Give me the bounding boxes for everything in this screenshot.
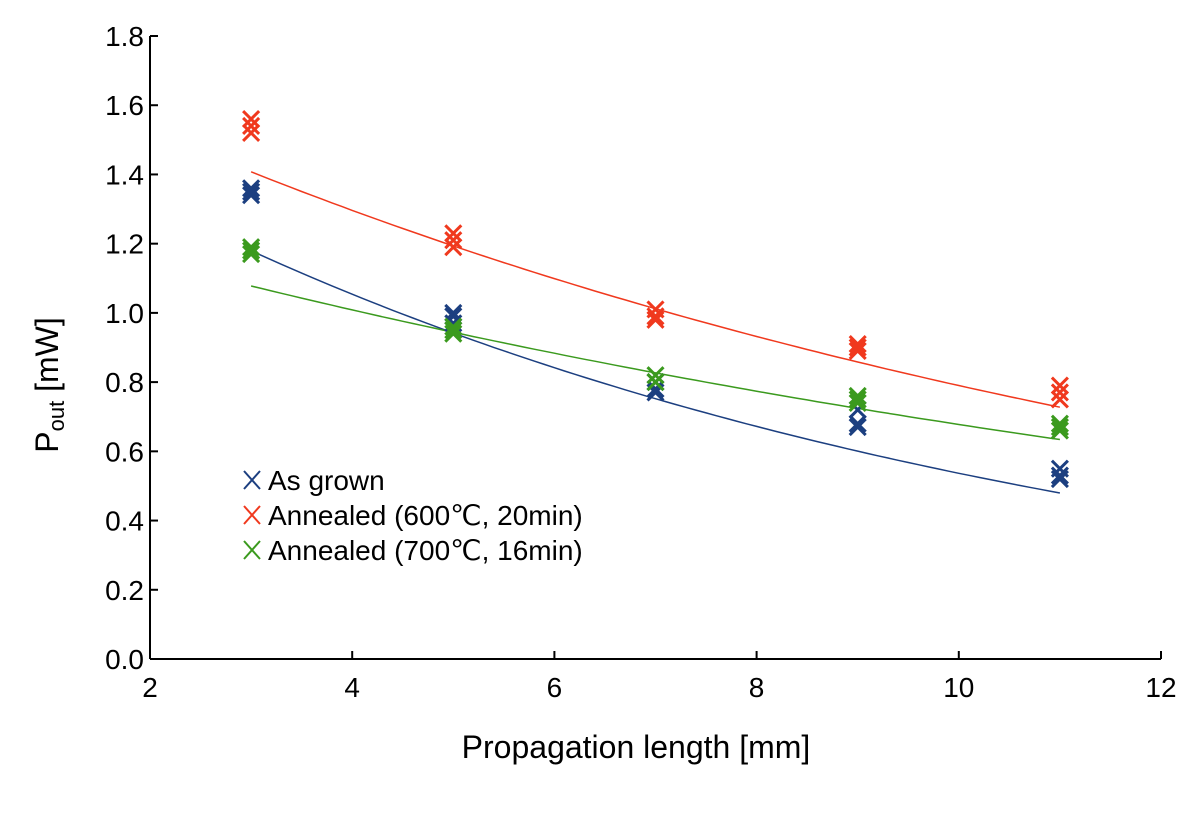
y-tick-label: 0.6 [105,436,144,467]
x-tick-label: 2 [142,672,158,703]
data-point-series-2 [444,231,463,250]
legend: As grown Annealed (600℃, 20min) Annealed (… [243,465,583,566]
data-point-series-1 [242,186,261,205]
data-point-series-2 [242,116,261,136]
data-point-series-2 [444,238,463,257]
data-point-series-3 [242,244,261,264]
y-axis-ticks: 0.0 0.2 0.4 0.6 0.8 1.0 1.2 1.4 1.6 1.8 [105,21,158,675]
data-points [242,110,1069,489]
x-axis-ticks: 2 4 6 8 10 12 [142,651,1177,703]
y-tick-label: 0.8 [105,367,144,398]
data-point-series-3 [1050,421,1069,440]
y-tick-label: 0.4 [105,506,144,537]
data-point-series-2 [646,307,665,326]
data-point-series-3 [848,390,867,409]
y-tick-label: 1.6 [105,90,144,121]
axes [149,36,1161,660]
data-point-series-1 [242,179,261,198]
data-point-series-2 [1050,383,1069,402]
data-point-series-3 [848,393,867,412]
y-tick-label: 1.4 [105,159,144,190]
data-point-series-2 [1050,376,1069,395]
data-point-series-2 [848,338,867,357]
y-tick-label: 1.0 [105,298,144,329]
legend-label-series-3: Annealed (700℃, 16min) [268,535,583,566]
data-point-series-2 [242,110,261,129]
data-point-series-3 [242,241,261,260]
data-point-series-1 [1050,466,1069,485]
data-point-series-3 [646,373,665,392]
legend-label-series-2: Annealed (600℃, 20min) [268,500,583,531]
data-point-series-1 [646,379,665,399]
data-point-series-3 [242,238,261,257]
data-point-series-1 [444,303,463,322]
legend-marker-series-3 [243,540,261,560]
fit-curve-series-2 [250,171,1061,408]
y-axis-title-main: P [29,431,65,452]
y-tick-label: 1.2 [105,229,144,260]
data-point-series-1 [242,182,261,201]
y-tick-label: 0.2 [105,575,144,606]
fit-curve-series-3 [250,285,1061,441]
x-tick-label: 10 [943,672,974,703]
data-point-series-2 [444,224,463,243]
data-point-series-3 [1050,414,1069,433]
data-point-series-3 [1050,418,1069,437]
data-point-series-2 [646,310,665,329]
y-axis-title: Pout [mW] [29,317,69,452]
data-point-series-3 [444,321,463,340]
legend-marker-series-1 [243,470,261,490]
x-tick-label: 6 [547,672,563,703]
data-point-series-2 [848,341,867,361]
legend-marker-series-2 [243,505,261,525]
y-tick-label: 1.8 [105,21,144,52]
data-point-series-3 [444,324,463,343]
y-axis-title-unit: [mW] [29,317,65,401]
y-tick-label: 0.0 [105,644,144,675]
x-tick-label: 12 [1145,672,1176,703]
data-point-series-3 [444,317,463,336]
data-point-series-3 [646,366,665,385]
data-point-series-1 [848,414,867,433]
legend-label-series-1: As grown [268,465,385,496]
fit-curve-series-1 [250,250,1061,494]
data-point-series-2 [242,123,261,142]
x-axis-title: Propagation length [mm] [462,729,811,765]
data-point-series-3 [848,386,867,406]
x-tick-label: 4 [344,672,360,703]
data-point-series-1 [848,418,867,437]
data-point-series-2 [848,334,867,354]
data-point-series-1 [1050,469,1069,489]
fit-curves [250,171,1061,494]
y-axis-title-subscript: out [44,401,69,432]
data-point-series-2 [1050,390,1069,409]
x-tick-label: 8 [749,672,765,703]
